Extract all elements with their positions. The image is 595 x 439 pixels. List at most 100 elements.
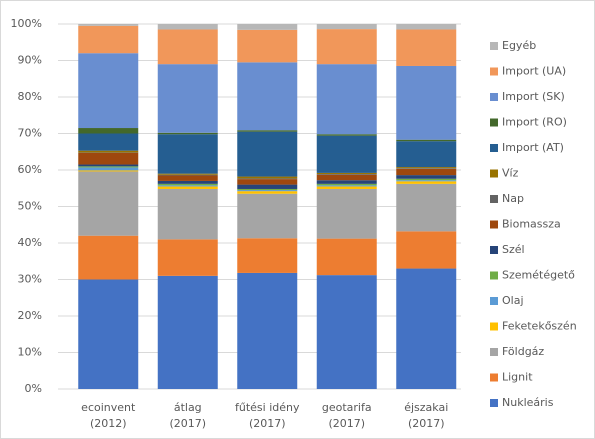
legend-swatch [490,220,498,229]
legend-swatch [490,399,498,407]
y-tick-label: 10% [18,346,42,359]
x-tick-label: fűtési idény [235,401,300,414]
bar-segment [396,178,457,181]
bar-segment [396,268,457,389]
bar-segment [396,180,457,182]
legend-label: Import (RO) [502,116,567,129]
bar-segment [396,65,457,140]
legend-label: Olaj [502,294,524,307]
bar-segment [78,133,139,151]
legend-swatch [490,297,498,305]
bar-segment [78,25,139,54]
bar-segment [78,166,139,168]
bar-segment [316,135,377,173]
bar-segment [316,172,377,175]
bar-segment [396,168,457,169]
bar-segment [237,190,298,192]
bar-segment [157,173,218,175]
legend-label: Biomassza [502,218,561,231]
bar-segment [157,180,218,184]
bar-segment [237,130,298,132]
bar-segment [157,186,218,189]
bar-segment [237,24,298,30]
x-tick-label: (2012) [90,417,127,430]
bar-segment [237,131,298,177]
bar-segment [157,64,218,133]
x-tick-label: (2017) [328,417,365,430]
bar-segment [396,168,457,176]
legend-label: Import (SK) [502,90,565,103]
bar-segment [237,184,298,189]
x-tick-label: ecoinvent [81,401,136,414]
y-tick-label: 30% [18,273,42,286]
bar-segment [316,64,377,135]
bar-segment [157,134,218,174]
bar-segment [78,128,139,134]
legend-label: Víz [502,167,519,180]
legend-swatch [490,118,498,127]
y-tick-label: 100% [11,17,42,30]
bar-segment [78,235,139,280]
bar-segment [316,188,377,239]
bar-segment [237,179,298,185]
bar-segment [157,174,218,176]
legend-label: Feketekőszén [502,320,577,333]
bar-segment [237,272,298,389]
bar-segment [237,238,298,273]
bar-segment [237,62,298,131]
legend-label: Lignit [502,371,533,384]
y-tick-label: 60% [18,163,42,176]
y-tick-label: 80% [18,90,42,103]
bar-segment [237,29,298,63]
bar-segment [396,181,457,184]
bar-segment [316,238,377,276]
legend-label: Szemétégető [502,269,575,282]
bar-segment [237,188,298,191]
legend-swatch [490,42,498,50]
x-tick-label: (2017) [169,417,206,430]
bar-segment [316,29,377,65]
bar-segment [78,167,139,171]
bar-segment [237,193,298,239]
legend-label: Nukleáris [502,396,554,409]
bar-segment [396,139,457,142]
legend-swatch [490,195,498,203]
bar-segment [316,174,377,181]
bar-segment [78,171,139,236]
y-tick-label: 40% [18,236,42,249]
y-tick-label: 70% [18,127,42,140]
bar-segment [157,24,218,30]
bar-segment [78,164,139,167]
legend-swatch [490,93,498,101]
bar-segment [316,183,377,186]
y-tick-label: 90% [18,54,42,67]
x-tick-label: átlag [174,401,202,414]
legend-label: Import (AT) [502,141,564,154]
x-tick-label: geotarifa [322,401,372,414]
legend-label: Egyéb [502,39,536,52]
bar-segment [396,24,457,30]
bar-segment [78,24,139,26]
legend-swatch [490,144,498,152]
bar-segment [396,141,457,168]
bar-segment [316,24,377,30]
x-tick-label: (2017) [249,417,286,430]
legend-swatch [490,169,498,178]
x-tick-label: (2017) [408,417,445,430]
bar-segment [316,174,377,175]
y-tick-label: 50% [18,200,42,213]
bar-segment [237,176,298,179]
x-tick-label: éjszakai [404,401,448,414]
bar-segment [396,29,457,66]
bar-segment [316,134,377,136]
bar-segment [157,239,218,276]
legend-label: Szél [502,243,525,256]
bar-segment [396,175,457,179]
bar-segment [157,29,218,65]
bar-segment [157,185,218,187]
legend-swatch [490,322,498,331]
bar-segment [157,175,218,181]
legend-label: Nap [502,192,524,205]
